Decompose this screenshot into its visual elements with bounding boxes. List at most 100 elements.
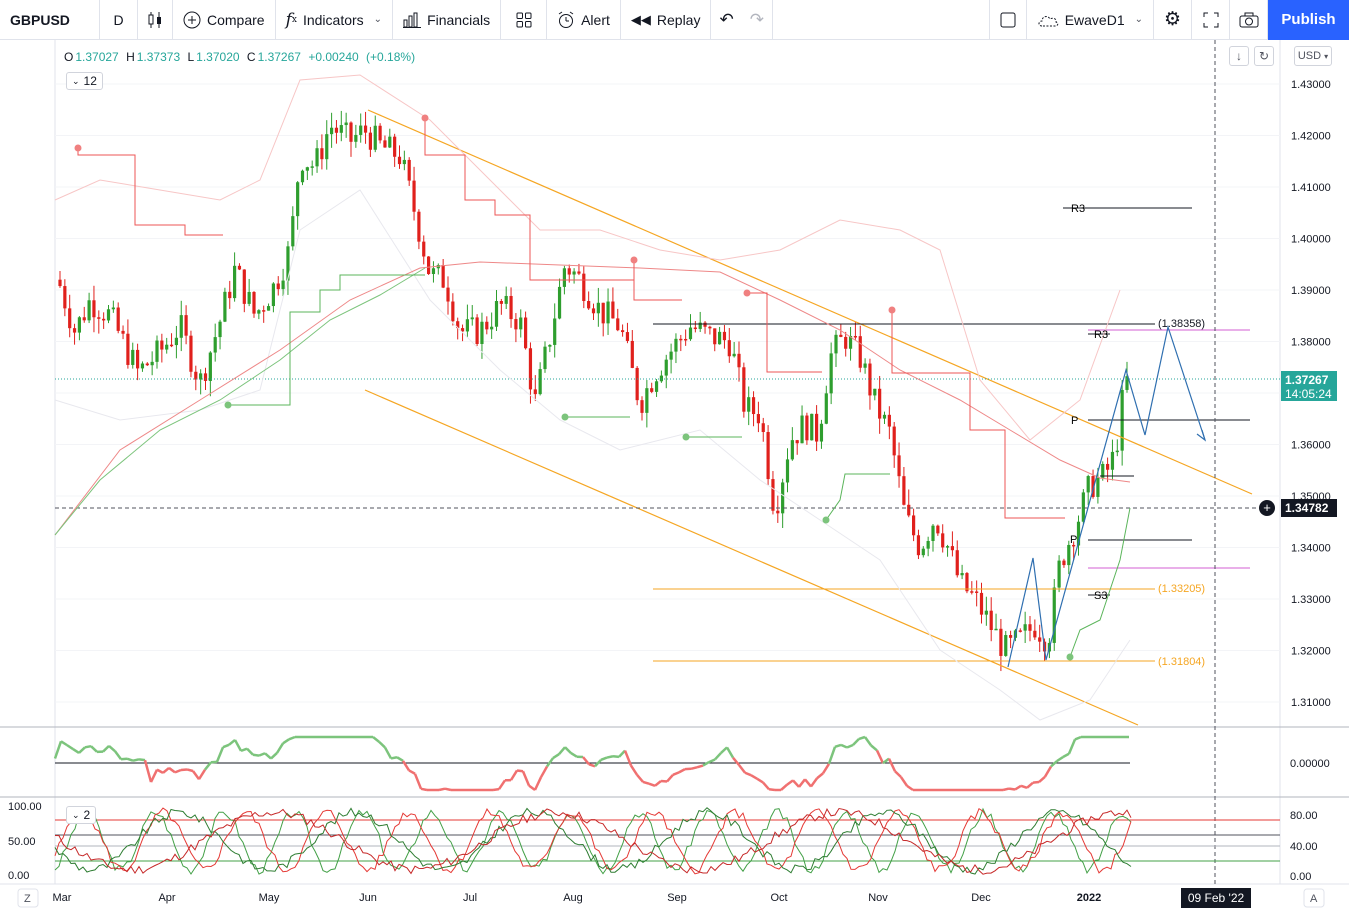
candle-up — [606, 301, 610, 324]
osc1-segment-up — [372, 736, 380, 743]
osc1-segment-down — [420, 787, 428, 792]
candle-down — [102, 318, 106, 321]
main-price-pane[interactable] — [54, 40, 1280, 884]
candle-down — [451, 301, 455, 322]
candle-up — [233, 265, 237, 299]
candle-down — [722, 331, 727, 341]
chart-type-button[interactable] — [138, 0, 173, 40]
candle-up — [829, 353, 833, 394]
alarm-clock-icon — [557, 11, 575, 29]
candle-up — [1096, 477, 1100, 497]
time-tick-label: May — [259, 892, 280, 904]
osc1-segment-down — [738, 764, 746, 774]
candle-up — [1057, 560, 1061, 588]
indicators-label: Indicators — [302, 11, 364, 28]
candle-up — [781, 482, 785, 514]
osc1-segment-down — [1043, 765, 1053, 778]
osc1-segment-down — [149, 769, 159, 783]
osc1-segment-down — [816, 772, 824, 780]
candle-down — [970, 591, 974, 593]
osc1-segment-down — [1026, 781, 1034, 789]
candle-up — [1086, 476, 1090, 493]
replay-button[interactable]: ◀◀ Replay — [621, 0, 712, 40]
ohlc-legend: O 1.37027 H 1.37373 L 1.37020 C 1.37267 +0.0… — [64, 50, 415, 64]
settings-button[interactable]: ⚙ — [1154, 0, 1192, 40]
candle-up — [291, 216, 295, 247]
osc1-segment-up — [288, 735, 296, 741]
chevron-down-icon: ⌄ — [72, 75, 80, 86]
candle-down — [582, 273, 586, 302]
compare-button[interactable]: Compare — [173, 0, 276, 40]
candle-up — [921, 548, 925, 556]
osc1-segment-up — [702, 761, 710, 767]
candle-up — [945, 546, 950, 548]
candle-up — [572, 271, 576, 275]
candle-down — [475, 317, 479, 344]
layout-select-button[interactable] — [988, 0, 1027, 40]
candle-down — [844, 336, 848, 349]
financials-button[interactable]: Financials — [393, 0, 502, 40]
undo-button[interactable]: ↶ — [711, 0, 741, 40]
chevron-down-icon[interactable]: ⌄ — [373, 14, 383, 25]
scroll-down-button[interactable]: ↓ — [1229, 46, 1249, 66]
candle-down — [441, 265, 445, 288]
osc2-right-tick: 40.00 — [1290, 841, 1318, 853]
candle-up — [465, 319, 469, 332]
fullscreen-icon — [1203, 12, 1219, 28]
oscillator-pane-2[interactable]: 80.00 40.00 0.00 100.00 50.00 0.00 — [8, 801, 1318, 883]
stop-dot — [1066, 653, 1074, 661]
osc1-segment-up — [126, 757, 134, 762]
osc1-segment-up — [246, 747, 254, 756]
indicators-toggle[interactable]: ⌄ 12 — [66, 72, 103, 90]
candle-up — [359, 125, 363, 135]
candle-down — [703, 322, 707, 327]
templates-button[interactable] — [501, 0, 548, 40]
osc1-segment-up — [594, 758, 602, 768]
alert-button[interactable]: Alert — [547, 0, 621, 40]
osc1-segment-up — [383, 746, 393, 760]
candle-down — [727, 340, 731, 357]
osc1-segment-up — [852, 738, 860, 746]
currency-select[interactable]: USD ▾ — [1294, 46, 1332, 66]
chevron-down-icon[interactable]: ⌄ — [1134, 14, 1143, 25]
redo-button[interactable]: ↷ — [742, 0, 773, 40]
add-plus-icon[interactable]: + — [1259, 500, 1275, 516]
osc1-segment-down — [678, 768, 686, 774]
candle-up — [223, 291, 227, 322]
candle-down — [485, 321, 489, 330]
candle-up — [1052, 587, 1056, 643]
symbol-search-button[interactable]: GBPUSD — [0, 0, 100, 40]
osc1-segment-up — [870, 744, 878, 752]
level-low-label: (1.31804) — [1158, 656, 1205, 668]
osc1-tick-label: 0.00000 — [1290, 758, 1330, 770]
auto-zoom-left-button[interactable] — [17, 888, 39, 908]
osc1-segment-down — [401, 760, 411, 772]
publish-label: Publish — [1281, 11, 1336, 28]
osc2-left-tick: 100.00 — [8, 801, 42, 813]
candle-up — [1023, 624, 1027, 631]
oscillator-pane-1[interactable]: 0.00000 — [53, 735, 1330, 792]
layout-name-button[interactable]: EwaveD1 ⌄ — [1027, 0, 1154, 40]
low-key: L — [187, 50, 195, 64]
snapshot-button[interactable] — [1230, 0, 1268, 40]
candle-up — [1115, 450, 1119, 453]
time-axis[interactable]: Mar Apr May Jun Jul Aug Sep Oct Nov Dec 2022 — [53, 892, 1102, 904]
osc1-segment-down — [168, 766, 176, 774]
candle-up — [698, 322, 702, 329]
interval-button[interactable]: D — [100, 0, 138, 40]
auto-scale-button[interactable] — [1303, 888, 1325, 908]
oscillator-toggle[interactable]: ⌄ 2 — [66, 806, 97, 824]
layout-name-label: EwaveD1 — [1064, 11, 1125, 28]
candle-down — [460, 328, 465, 332]
time-tick-label: Oct — [770, 892, 787, 904]
candle-up — [490, 326, 494, 330]
fullscreen-button[interactable] — [1192, 0, 1230, 40]
candle-up — [165, 344, 169, 350]
candle-down — [776, 510, 780, 514]
publish-button[interactable]: Publish — [1268, 0, 1349, 40]
osc1-segment-up — [863, 736, 873, 747]
reset-button[interactable]: ↻ — [1254, 46, 1274, 66]
